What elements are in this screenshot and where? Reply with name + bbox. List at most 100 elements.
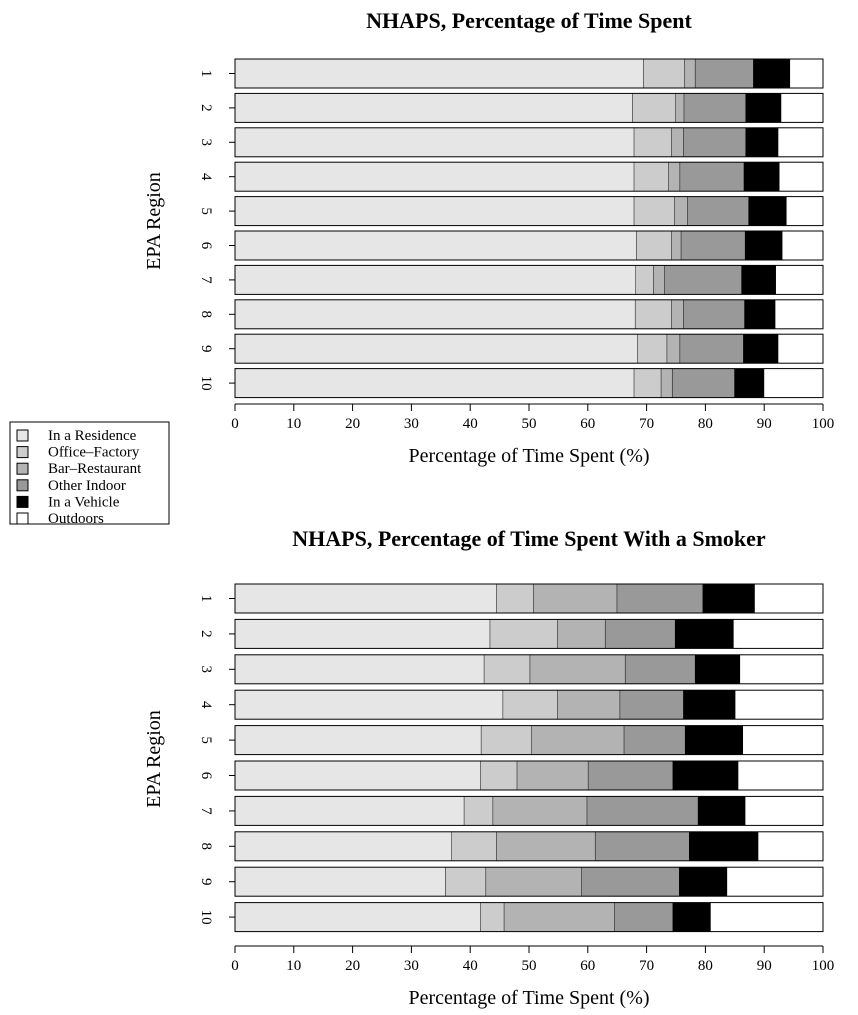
top-bar-region-4-outdoors (779, 162, 823, 192)
bottom-y-tick-label: 9 (198, 878, 214, 886)
top-bar-region-1-outdoors (790, 59, 823, 88)
bottom-y-tick-label: 7 (198, 807, 214, 815)
legend-label: Office–Factory (48, 445, 140, 461)
bottom-bar-region-9-in-a-vehicle (679, 867, 728, 897)
legend-label: Outdoors (48, 511, 104, 527)
bottom-bar-region-6-other-indoor (588, 761, 674, 790)
legend-label: In a Residence (48, 428, 137, 444)
top-bar-region-9-bar-restaurant (667, 334, 681, 364)
bottom-chart-xlabel: Percentage of Time Spent (%) (408, 987, 649, 1009)
top-chart-xlabel: Percentage of Time Spent (%) (408, 445, 649, 467)
top-y-tick-label: 6 (198, 242, 214, 250)
top-bar-region-7-in-a-vehicle (741, 265, 776, 295)
bottom-chart-ylabel: EPA Region (143, 710, 165, 808)
bottom-chart-title: NHAPS, Percentage of Time Spent With a S… (292, 526, 766, 551)
bottom-bar-region-1-office-factory (496, 584, 534, 613)
top-y-tick-label: 4 (198, 173, 214, 181)
bottom-bar-region-8-bar-restaurant (496, 831, 596, 861)
bottom-bar-region-5-bar-restaurant (531, 725, 625, 755)
top-bar-region-6-in-a-vehicle (745, 231, 783, 260)
bottom-y-tick-label: 5 (198, 736, 214, 744)
bottom-x-tick-label: 10 (286, 958, 301, 974)
bottom-bar-region-9-outdoors (727, 867, 823, 897)
top-bar-region-7-office-factory (636, 265, 654, 295)
top-bar-region-2-in-a-residence (235, 93, 633, 123)
bottom-x-tick-label: 50 (522, 958, 537, 974)
top-bar-region-2-office-factory (632, 93, 676, 123)
bottom-x-tick-label: 0 (231, 958, 239, 974)
legend-swatch (16, 495, 29, 508)
top-x-tick-label: 10 (286, 416, 301, 432)
legend-label: Bar–Restaurant (48, 461, 142, 477)
bottom-bar-region-10-other-indoor (614, 902, 674, 932)
bottom-bar-region-8-other-indoor (595, 831, 690, 861)
top-bar-region-3-in-a-vehicle (745, 127, 779, 157)
bottom-y-tick-label: 4 (198, 701, 214, 709)
top-bar-region-2-bar-restaurant (676, 93, 685, 123)
top-bar-region-10-other-indoor (672, 368, 735, 398)
bottom-bar-region-7-office-factory (464, 796, 494, 826)
top-bar-region-8-other-indoor (683, 299, 745, 329)
bottom-bar-region-2-in-a-residence (235, 619, 491, 649)
top-bar-region-2-in-a-vehicle (745, 93, 782, 123)
bottom-bar-region-8-office-factory (451, 831, 497, 861)
top-bar-region-2-outdoors (781, 93, 823, 123)
top-x-tick-label: 60 (580, 416, 595, 432)
top-bar-region-8-office-factory (635, 299, 672, 329)
top-bar-region-7-outdoors (775, 265, 823, 295)
bottom-bar-region-4-bar-restaurant (557, 690, 621, 720)
top-bar-region-10-in-a-residence (235, 368, 635, 398)
bottom-y-tick-label: 2 (198, 630, 214, 638)
top-bar-region-4-in-a-vehicle (744, 162, 780, 192)
bottom-bar-region-7-in-a-residence (235, 796, 465, 826)
legend-swatch (16, 512, 29, 525)
bottom-bar-region-4-in-a-residence (235, 690, 504, 720)
legend-swatch (16, 479, 29, 492)
bottom-bar-region-6-office-factory (480, 761, 518, 790)
bottom-bar-region-4-other-indoor (620, 690, 684, 720)
top-bar-region-9-outdoors (778, 334, 823, 364)
top-y-tick-label: 3 (198, 139, 214, 147)
top-bar-region-9-other-indoor (680, 334, 744, 364)
bottom-x-tick-label: 100 (812, 958, 835, 974)
bottom-bar-region-8-outdoors (758, 831, 823, 861)
top-chart-ylabel: EPA Region (143, 172, 165, 270)
top-bar-region-8-in-a-residence (235, 299, 636, 329)
bottom-bar-region-6-in-a-residence (235, 761, 481, 790)
bottom-bar-region-2-office-factory (490, 619, 558, 649)
top-bar-region-9-in-a-residence (235, 334, 638, 364)
legend-label: In a Vehicle (48, 494, 120, 510)
top-x-tick-label: 100 (812, 416, 835, 432)
bottom-bar-region-5-in-a-vehicle (685, 725, 744, 755)
top-x-tick-label: 90 (757, 416, 772, 432)
legend-box (9, 421, 170, 525)
top-bar-region-8-in-a-vehicle (744, 299, 776, 329)
top-bar-region-1-other-indoor (695, 59, 754, 88)
bottom-bar-region-7-outdoors (745, 796, 823, 826)
legend-swatch (16, 462, 29, 475)
bottom-bar-region-4-in-a-vehicle (683, 690, 736, 720)
bottom-bar-region-1-other-indoor (617, 584, 704, 613)
top-bar-region-10-in-a-vehicle (734, 368, 765, 398)
bottom-x-tick-label: 60 (580, 958, 595, 974)
top-x-tick-label: 30 (404, 416, 419, 432)
top-bar-region-4-other-indoor (680, 162, 745, 192)
top-bar-region-3-in-a-residence (235, 127, 635, 157)
bottom-x-tick-label: 70 (639, 958, 654, 974)
top-x-tick-label: 20 (345, 416, 360, 432)
legend-swatch (16, 446, 29, 459)
top-bar-region-2-other-indoor (684, 93, 746, 123)
top-y-tick-label: 2 (198, 104, 214, 112)
bottom-bar-region-10-bar-restaurant (504, 902, 615, 932)
top-bar-region-5-outdoors (786, 196, 823, 226)
top-x-tick-label: 0 (231, 416, 239, 432)
top-bar-region-3-bar-restaurant (671, 127, 684, 157)
bottom-x-tick-label: 40 (463, 958, 478, 974)
bottom-bar-region-9-in-a-residence (235, 867, 446, 897)
top-bar-region-6-office-factory (636, 231, 672, 260)
bottom-y-tick-label: 8 (198, 843, 214, 851)
bottom-bar-region-3-in-a-vehicle (695, 654, 741, 684)
top-bar-region-7-other-indoor (664, 265, 742, 295)
